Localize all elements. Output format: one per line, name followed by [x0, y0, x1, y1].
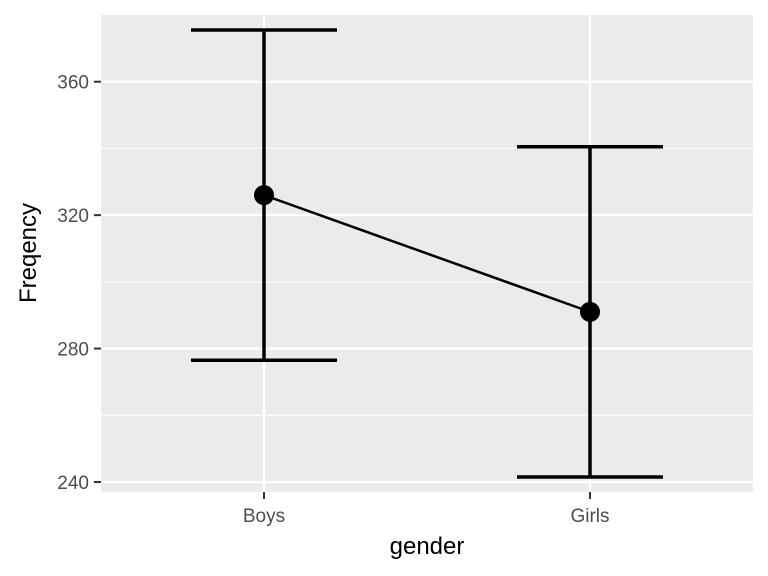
y-tick-label: 360: [57, 73, 89, 94]
x-axis-title: gender: [390, 533, 465, 560]
series-line: [263, 193, 591, 314]
data-layer: [191, 28, 663, 479]
x-tick-label: Girls: [570, 506, 609, 527]
y-axis-title: Freqency: [15, 203, 42, 303]
data-point: [580, 301, 600, 322]
x-tick-label: Boys: [243, 506, 285, 527]
y-tick-label: 280: [57, 340, 89, 361]
y-tick-label: 240: [57, 473, 89, 494]
data-point: [254, 185, 274, 206]
axis-layer: 240 280 320 360 Boys Girls: [57, 73, 609, 527]
y-tick-label: 320: [57, 206, 89, 227]
